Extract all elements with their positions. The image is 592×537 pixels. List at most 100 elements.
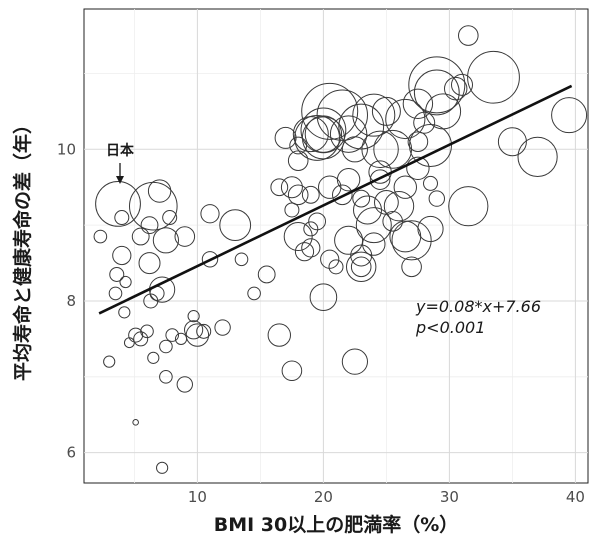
- trend-line: [98, 84, 573, 315]
- data-point: [304, 115, 343, 153]
- data-point: [407, 131, 429, 153]
- data-point: [152, 227, 179, 254]
- data-point: [143, 293, 159, 309]
- data-point: [423, 175, 438, 191]
- data-point: [353, 195, 382, 225]
- data-point: [131, 227, 150, 246]
- data-point: [132, 419, 139, 426]
- data-point: [159, 339, 173, 354]
- data-point: [369, 169, 391, 190]
- data-point: [413, 69, 460, 116]
- data-point: [551, 97, 588, 134]
- data-point: [219, 209, 252, 242]
- data-point: [287, 184, 309, 206]
- data-point: [334, 225, 364, 255]
- data-point: [341, 136, 368, 163]
- y-tick-label: 8: [66, 292, 76, 310]
- y-axis-title: 平均寿命と健康寿命の差（年）: [11, 115, 34, 381]
- data-point: [176, 376, 194, 393]
- data-point: [267, 323, 291, 347]
- data-point: [140, 216, 159, 235]
- data-point: [159, 370, 173, 384]
- data-point: [393, 175, 417, 199]
- data-point: [332, 184, 353, 206]
- data-point: [428, 190, 445, 207]
- data-point: [109, 266, 125, 282]
- y-tick-label: 10: [57, 140, 76, 158]
- data-point: [329, 115, 368, 153]
- pvalue-annotation: p<0.001: [415, 318, 485, 337]
- data-point: [352, 189, 371, 208]
- data-point: [320, 249, 340, 269]
- data-point: [281, 360, 303, 382]
- data-point: [162, 210, 178, 226]
- data-point: [408, 56, 466, 114]
- data-point: [425, 93, 462, 130]
- data-point: [156, 461, 169, 474]
- data-point: [385, 98, 426, 140]
- data-point: [247, 286, 261, 301]
- data-point: [123, 337, 135, 349]
- data-point: [402, 88, 434, 120]
- data-point: [201, 251, 219, 268]
- data-point: [406, 156, 430, 180]
- data-point: [417, 215, 444, 243]
- data-point: [308, 212, 327, 231]
- data-point: [517, 136, 558, 177]
- data-point: [382, 211, 404, 232]
- data-point: [140, 324, 154, 339]
- data-point: [309, 283, 338, 311]
- data-point: [401, 256, 422, 278]
- data-point: [346, 251, 377, 283]
- x-tick-label: 20: [314, 488, 333, 506]
- data-point: [196, 323, 212, 339]
- data-point: [391, 220, 432, 261]
- data-point: [274, 126, 297, 149]
- data-point: [341, 348, 368, 375]
- highlight-arrowhead: [116, 176, 124, 184]
- data-point: [444, 76, 468, 101]
- data-point: [294, 242, 315, 262]
- data-point: [214, 319, 231, 336]
- data-point: [280, 176, 303, 199]
- data-point: [451, 73, 473, 96]
- data-point: [287, 150, 309, 171]
- x-tick-label: 40: [566, 488, 585, 506]
- data-point: [128, 327, 144, 343]
- data-point: [283, 222, 313, 252]
- data-point: [355, 207, 392, 244]
- data-point: [118, 306, 131, 319]
- data-point: [303, 221, 319, 237]
- data-point: [174, 226, 196, 247]
- x-tick-label: 30: [440, 488, 459, 506]
- data-point: [338, 103, 385, 150]
- data-point: [257, 265, 276, 284]
- data-point: [301, 82, 359, 140]
- equation-annotation: y=0.08*x+7.66: [415, 297, 541, 316]
- data-point: [362, 232, 386, 256]
- data-point: [413, 111, 436, 134]
- data-point: [108, 286, 123, 301]
- data-point: [119, 275, 132, 289]
- data-points: [93, 25, 588, 474]
- data-point: [138, 252, 161, 275]
- data-point: [361, 130, 399, 169]
- data-point: [165, 328, 179, 342]
- data-point: [147, 179, 172, 203]
- x-axis-title: BMI 30以上の肥満率（%）: [214, 513, 459, 536]
- data-point: [409, 124, 452, 168]
- data-point: [448, 186, 489, 227]
- data-point: [114, 210, 130, 226]
- y-tick-label: 6: [66, 444, 76, 462]
- data-point: [284, 202, 300, 218]
- data-point: [103, 355, 116, 368]
- highlight-label: 日本: [106, 142, 135, 159]
- data-point: [301, 185, 320, 204]
- data-point: [467, 50, 520, 104]
- data-point: [350, 256, 372, 278]
- data-point: [294, 115, 341, 161]
- data-point: [184, 320, 204, 340]
- data-point: [336, 167, 361, 192]
- data-point: [270, 178, 289, 197]
